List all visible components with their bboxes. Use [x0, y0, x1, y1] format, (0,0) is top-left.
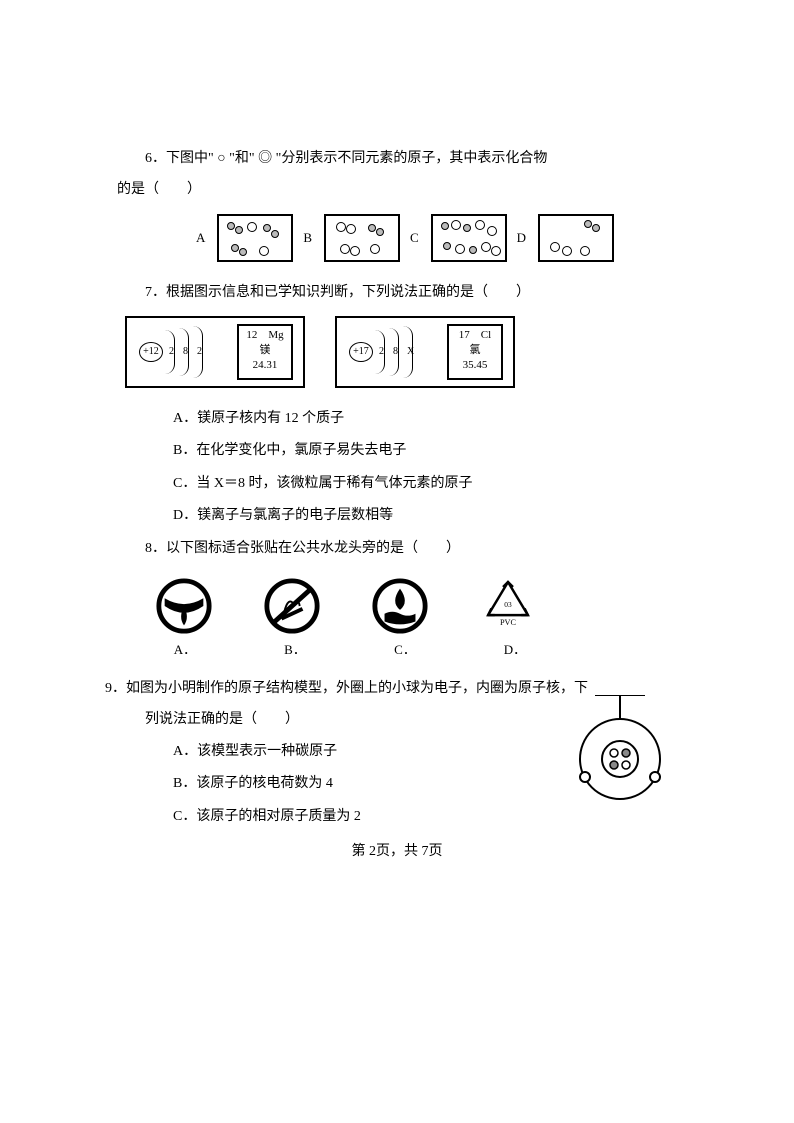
q6-label-d: D: [517, 230, 526, 246]
q6-label-b: B: [303, 230, 312, 246]
q8-labels: A． B． C． D．: [155, 639, 665, 658]
q6-line1: 6．下图中" ○ "和" ◎ "分别表示不同元素的原子，其中表示化合物: [145, 146, 665, 171]
q6-box-c: [431, 214, 507, 262]
q6-label-c: C: [410, 230, 419, 246]
q8-d-txt: PVC: [500, 618, 517, 627]
q8-lbl-d: D．: [485, 639, 545, 658]
q8-lbl-a: A．: [155, 639, 215, 658]
q9-model: [565, 695, 675, 815]
q6-box-d: [538, 214, 614, 262]
q8-icon-c: [371, 577, 429, 635]
q7-mg-cell: 12 Mg 镁 24.31: [237, 324, 293, 380]
q8-icon-a: [155, 577, 213, 635]
q8-icon-b: [263, 577, 321, 635]
q8-d-num: 03: [504, 600, 512, 609]
q7-opt-b: B．在化学变化中，氯原子易失去电子: [173, 438, 665, 465]
q7-opt-a: A．镁原子核内有 12 个质子: [173, 406, 665, 433]
q7-opt-c: C．当 X＝8 时，该微粒属于稀有气体元素的原子: [173, 471, 665, 498]
q7-cl-box: +17 2 8 X 17 Cl 氯 35.45: [335, 316, 515, 388]
page-footer: 第 2页，共 7页: [0, 840, 794, 860]
q8-icon-d: 03 PVC: [479, 577, 537, 635]
q7-cl-nuc: +17: [349, 342, 373, 362]
q7-opt-d: D．镁离子与氯离子的电子层数相等: [173, 503, 665, 530]
q8-text: 8．以下图标适合张贴在公共水龙头旁的是（ ）: [145, 536, 665, 561]
q7-mg-box: +12 2 8 2 12 Mg 镁 24.31: [125, 316, 305, 388]
q8-lbl-b: B．: [265, 639, 325, 658]
q6-box-b: [324, 214, 400, 262]
q8-icons: 03 PVC: [155, 577, 665, 635]
q7-figures: +12 2 8 2 12 Mg 镁 24.31 +17 2 8: [125, 316, 665, 388]
q7-mg-nuc: +12: [139, 342, 163, 362]
q6-line2: 的是（ ）: [117, 177, 665, 202]
q6-box-a: [217, 214, 293, 262]
q8-lbl-c: C．: [375, 639, 435, 658]
q6-figures: A B C D: [145, 214, 665, 262]
q6-label-a: A: [196, 230, 205, 246]
q7-cl-cell: 17 Cl 氯 35.45: [447, 324, 503, 380]
q7-text: 7．根据图示信息和已学知识判断，下列说法正确的是（ ）: [145, 280, 665, 305]
